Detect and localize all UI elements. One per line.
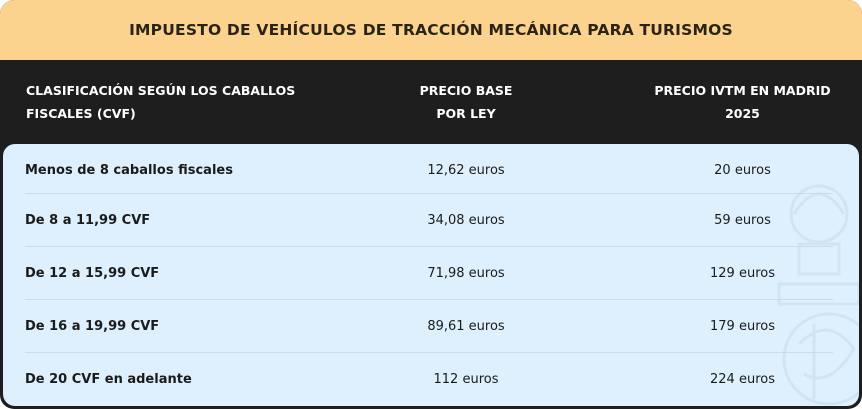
header-classification: CLASIFICACIÓN SEGÚN LOS CABALLOS FISCALE… <box>26 79 326 125</box>
table-row: De 12 a 15,99 CVF 71,98 euros 129 euros <box>3 247 859 300</box>
row-classification: De 8 a 11,99 CVF <box>25 213 151 228</box>
header-classification-line2: FISCALES (CVF) <box>26 106 136 121</box>
row-divider <box>25 193 833 194</box>
row-base-price: 89,61 euros <box>427 319 505 334</box>
row-madrid-price: 59 euros <box>714 213 771 228</box>
row-madrid-price: 129 euros <box>710 266 775 281</box>
table-header: CLASIFICACIÓN SEGÚN LOS CABALLOS FISCALE… <box>0 60 862 144</box>
row-classification: De 12 a 15,99 CVF <box>25 266 160 281</box>
table-row: Menos de 8 caballos fiscales 12,62 euros… <box>3 144 859 197</box>
row-divider <box>25 299 833 300</box>
header-base-price-line1: PRECIO BASE <box>419 83 513 98</box>
header-madrid-price-line2: 2025 <box>725 106 760 121</box>
row-base-price: 71,98 euros <box>427 266 505 281</box>
row-divider <box>25 352 833 353</box>
header-base-price: PRECIO BASE POR LEY <box>390 79 542 125</box>
row-classification: De 16 a 19,99 CVF <box>25 319 160 334</box>
header-base-price-line2: POR LEY <box>436 106 496 121</box>
row-madrid-price: 20 euros <box>714 163 771 178</box>
row-divider <box>25 246 833 247</box>
row-base-price: 34,08 euros <box>427 213 505 228</box>
table-row: De 20 CVF en adelante 112 euros 224 euro… <box>3 353 859 406</box>
coat-of-arms-watermark-icon <box>777 184 859 406</box>
table-row: De 8 a 11,99 CVF 34,08 euros 59 euros <box>3 194 859 247</box>
header-madrid-price: PRECIO IVTM EN MADRID 2025 <box>640 79 845 125</box>
row-classification: Menos de 8 caballos fiscales <box>25 163 233 178</box>
row-base-price: 12,62 euros <box>427 163 505 178</box>
header-madrid-price-line1: PRECIO IVTM EN MADRID <box>654 83 831 98</box>
table-body: Menos de 8 caballos fiscales 12,62 euros… <box>3 144 859 406</box>
row-base-price: 112 euros <box>433 372 499 387</box>
row-classification: De 20 CVF en adelante <box>25 372 192 387</box>
header-classification-line1: CLASIFICACIÓN SEGÚN LOS CABALLOS <box>26 83 296 98</box>
table-title: IMPUESTO DE VEHÍCULOS DE TRACCIÓN MECÁNI… <box>0 0 862 60</box>
table-row: De 16 a 19,99 CVF 89,61 euros 179 euros <box>3 300 859 353</box>
row-madrid-price: 224 euros <box>710 372 775 387</box>
row-madrid-price: 179 euros <box>710 319 775 334</box>
